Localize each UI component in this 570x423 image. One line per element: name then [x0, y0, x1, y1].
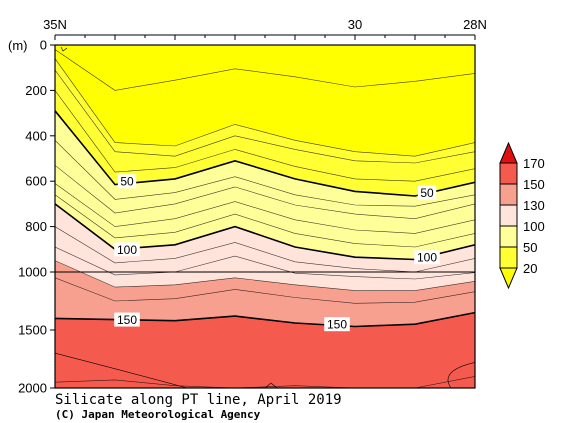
legend-label: 50: [523, 240, 537, 255]
contour-line-deep-bump: [264, 382, 278, 388]
band-fill-160: [55, 376, 475, 388]
legend-label: 100: [523, 219, 545, 234]
contour-fills: [55, 45, 475, 388]
color-legend: 170 150 130 100 50 20: [499, 141, 545, 290]
y-axis: 0 200 400 600 800 1000 1500 2000: [18, 38, 55, 396]
contour-label: 100: [117, 243, 137, 257]
y-unit-label: (m): [8, 38, 28, 53]
y-tick-label: 200: [25, 83, 47, 98]
y-tick-label: 600: [25, 174, 47, 189]
legend-arrow-bottom: [499, 267, 518, 290]
contour-line-110: [55, 226, 475, 273]
plot-frame: [54, 44, 476, 389]
y-tick-label: 1500: [18, 323, 47, 338]
contour-line-40: [55, 90, 475, 182]
y-tick-label: 800: [25, 219, 47, 234]
y-tick-label: 2000: [18, 381, 47, 396]
x-axis: 35N 30 28N: [43, 17, 487, 40]
contour-line-20: [55, 58, 475, 157]
legend-swatch: [499, 246, 518, 269]
x-tick-label: 35N: [43, 17, 67, 32]
contour-line-deep-east: [447, 362, 475, 388]
y-tick-label: 400: [25, 128, 47, 143]
legend-swatch: [499, 183, 518, 206]
band-fill-150: [55, 312, 475, 388]
contour-line-60: [55, 140, 475, 207]
legend-swatch: [499, 204, 518, 227]
legend-swatch: [499, 162, 518, 185]
contour-line-80: [55, 183, 475, 234]
contour-line-70: [55, 165, 475, 220]
legend-swatch: [499, 225, 518, 248]
contour-label-bg: [417, 185, 437, 200]
legend-label: 150: [523, 177, 545, 192]
contour-line-90: [55, 194, 475, 248]
contour-label-bg: [114, 242, 140, 257]
contour-label: 100: [417, 251, 437, 265]
legend-label: 170: [523, 156, 545, 171]
contour-label: 50: [420, 186, 434, 200]
contour-line-120: [55, 246, 475, 280]
legend-label: 20: [523, 261, 537, 276]
contour-line-10: [55, 49, 475, 91]
contour-label: 150: [117, 313, 137, 327]
y-tick-label: 0: [40, 38, 47, 53]
contour-line-30: [55, 69, 475, 164]
contour-line-deep-west: [55, 352, 188, 388]
contour-line-surface-tick: [60, 46, 68, 52]
legend-arrow-top: [499, 141, 518, 164]
chart-title: Silicate along PT line, April 2019: [55, 392, 342, 408]
contour-labels: 50 50 100 100 150 150: [114, 174, 440, 332]
contour-line-130: [55, 260, 475, 291]
y-tick-label: 1000: [18, 265, 47, 280]
contour-line-160: [55, 376, 475, 388]
credit-line: (C) Japan Meteorological Agency: [55, 408, 261, 421]
contour-label-bg: [324, 317, 350, 332]
x-tick-label: 30: [348, 17, 362, 32]
contour-label-bg: [414, 250, 440, 265]
legend-label: 130: [523, 198, 545, 213]
contour-line-140: [55, 277, 475, 304]
contour-label: 50: [120, 175, 134, 189]
contour-label-bg: [117, 174, 137, 189]
contour-label: 150: [327, 318, 347, 332]
x-tick-label: 28N: [463, 17, 487, 32]
contour-extras: [55, 45, 475, 388]
contour-label-bg: [114, 312, 140, 327]
